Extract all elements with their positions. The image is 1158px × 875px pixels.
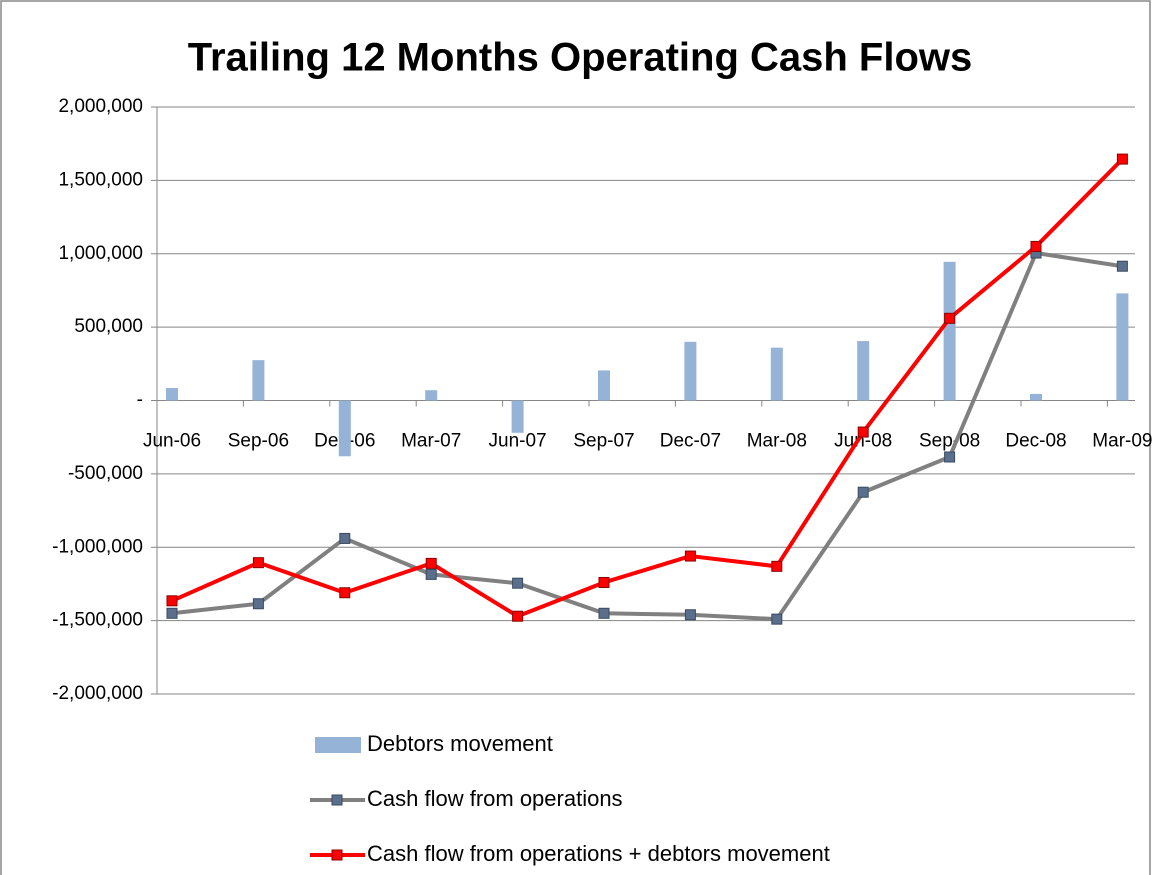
marker <box>684 550 696 562</box>
bar <box>598 370 610 401</box>
bar <box>857 341 870 401</box>
marker <box>425 568 437 580</box>
marker <box>598 607 610 619</box>
legend-swatch <box>315 737 361 753</box>
x-tick-label: Dec-08 <box>1005 431 1066 452</box>
marker <box>1030 240 1042 252</box>
bar <box>770 347 783 401</box>
bar <box>338 400 351 457</box>
legend-label: Cash flow from operations + debtors move… <box>367 841 830 866</box>
y-tick-label: 1,000,000 <box>58 243 143 264</box>
y-tick-label: 2,000,000 <box>58 96 143 117</box>
marker <box>857 486 869 498</box>
marker <box>771 613 783 625</box>
bar <box>684 341 697 401</box>
marker <box>166 595 178 607</box>
line <box>171 157 1124 619</box>
marker <box>512 610 524 622</box>
marker <box>1116 153 1128 165</box>
marker <box>771 560 783 572</box>
y-tick-label: - <box>137 390 143 411</box>
x-tick-label: Sep-07 <box>573 431 634 452</box>
bar <box>252 360 265 401</box>
marker <box>252 598 264 610</box>
marker <box>944 451 956 463</box>
marker <box>598 576 610 588</box>
y-tick-label: 500,000 <box>74 316 143 337</box>
x-tick-label: Jun-06 <box>143 431 201 452</box>
bar <box>166 388 178 401</box>
x-tick-label: Mar-09 <box>1092 431 1152 452</box>
marker <box>339 532 351 544</box>
chart-title: Trailing 12 Months Operating Cash Flows <box>188 36 973 80</box>
y-tick-label: -1,500,000 <box>52 610 143 631</box>
legend-swatch <box>331 794 343 806</box>
marker <box>166 607 178 619</box>
legend-label: Debtors movement <box>367 731 553 756</box>
marker <box>339 587 351 599</box>
marker <box>425 557 437 569</box>
bar <box>1030 393 1042 401</box>
bar <box>943 261 956 401</box>
marker <box>684 609 696 621</box>
bar <box>1116 293 1129 401</box>
line <box>171 251 1123 622</box>
marker <box>512 577 524 589</box>
y-tick-label: -2,000,000 <box>52 683 143 704</box>
x-tick-label: Jun-08 <box>834 431 892 452</box>
legend-label: Cash flow from operations <box>367 786 623 811</box>
x-tick-label: Mar-07 <box>401 431 461 452</box>
legend-swatch <box>331 849 343 861</box>
marker <box>1116 260 1128 272</box>
bar <box>511 400 524 433</box>
y-tick-label: -500,000 <box>68 463 143 484</box>
y-tick-label: -1,000,000 <box>52 536 143 557</box>
marker <box>857 426 869 438</box>
y-tick-label: 1,500,000 <box>58 169 143 190</box>
x-tick-label: Mar-08 <box>747 431 807 452</box>
marker <box>944 312 956 324</box>
bar <box>425 390 438 401</box>
marker <box>252 557 264 569</box>
x-tick-label: Dec-07 <box>660 431 721 452</box>
x-tick-label: Jun-07 <box>489 431 547 452</box>
x-tick-label: Sep-06 <box>228 431 289 452</box>
x-tick-label: Sep-08 <box>919 431 980 452</box>
